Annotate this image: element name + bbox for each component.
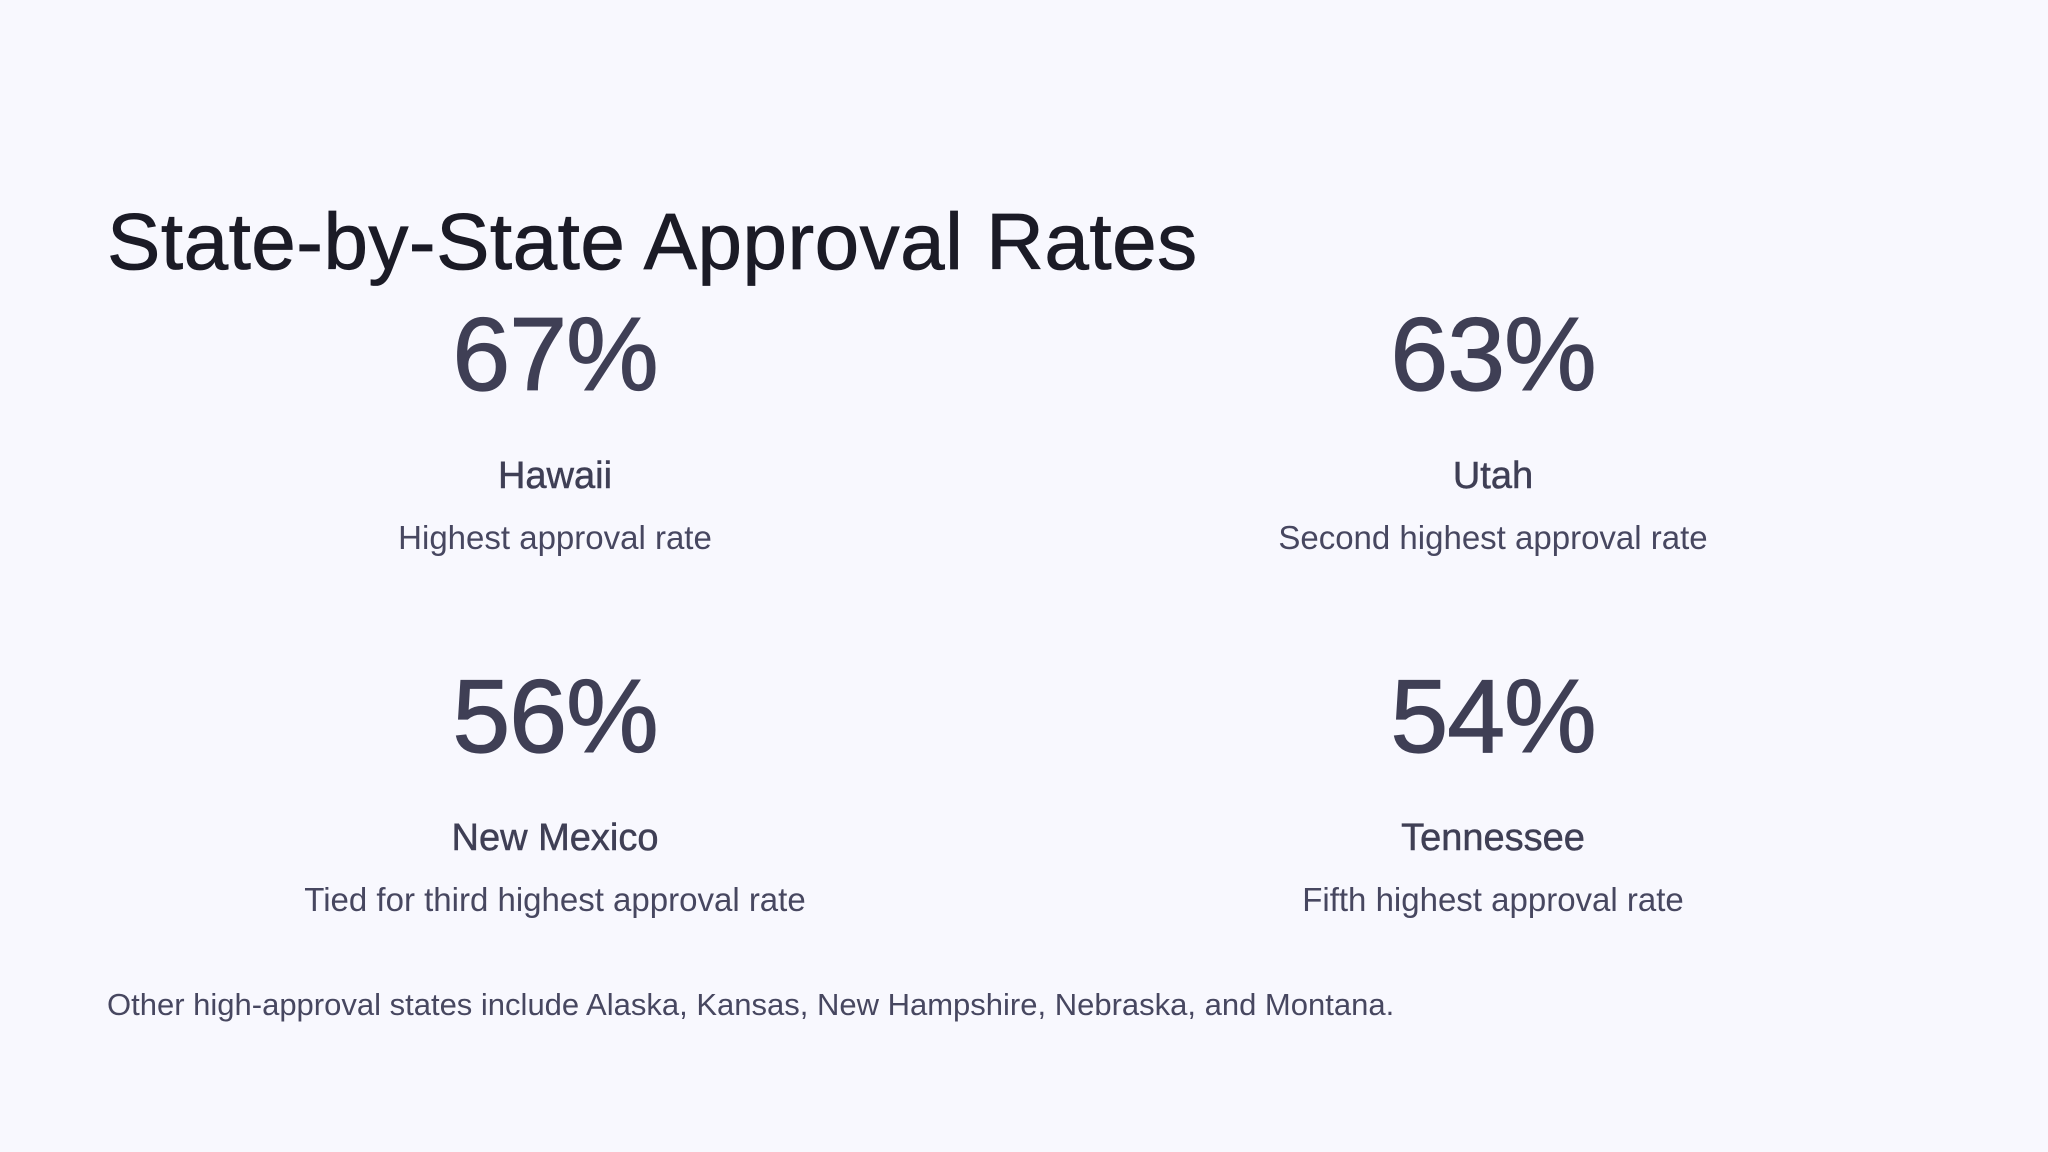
stat-state: Utah (1452, 455, 1534, 497)
stat-description: Highest approval rate (398, 519, 712, 556)
stat-state: New Mexico (451, 817, 659, 859)
stat-value: 67% (452, 297, 659, 413)
page-title: State-by-State Approval Rates (107, 196, 1198, 286)
stat-card-utah: 63% Utah Second highest approval rate (1043, 297, 1943, 556)
stat-value: 63% (1390, 297, 1597, 413)
stat-description: Fifth highest approval rate (1302, 881, 1684, 918)
stat-card-new-mexico: 56% New Mexico Tied for third highest ap… (105, 659, 1005, 918)
footer-note: Other high-approval states include Alask… (107, 987, 1395, 1022)
stat-description: Second highest approval rate (1278, 519, 1708, 556)
stat-description: Tied for third highest approval rate (304, 881, 806, 918)
stat-card-tennessee: 54% Tennessee Fifth highest approval rat… (1043, 659, 1943, 918)
stat-value: 54% (1390, 659, 1597, 775)
stat-value: 56% (452, 659, 659, 775)
stat-state: Tennessee (1401, 817, 1585, 859)
stat-state: Hawaii (497, 455, 613, 497)
stat-card-hawaii: 67% Hawaii Highest approval rate (105, 297, 1005, 556)
